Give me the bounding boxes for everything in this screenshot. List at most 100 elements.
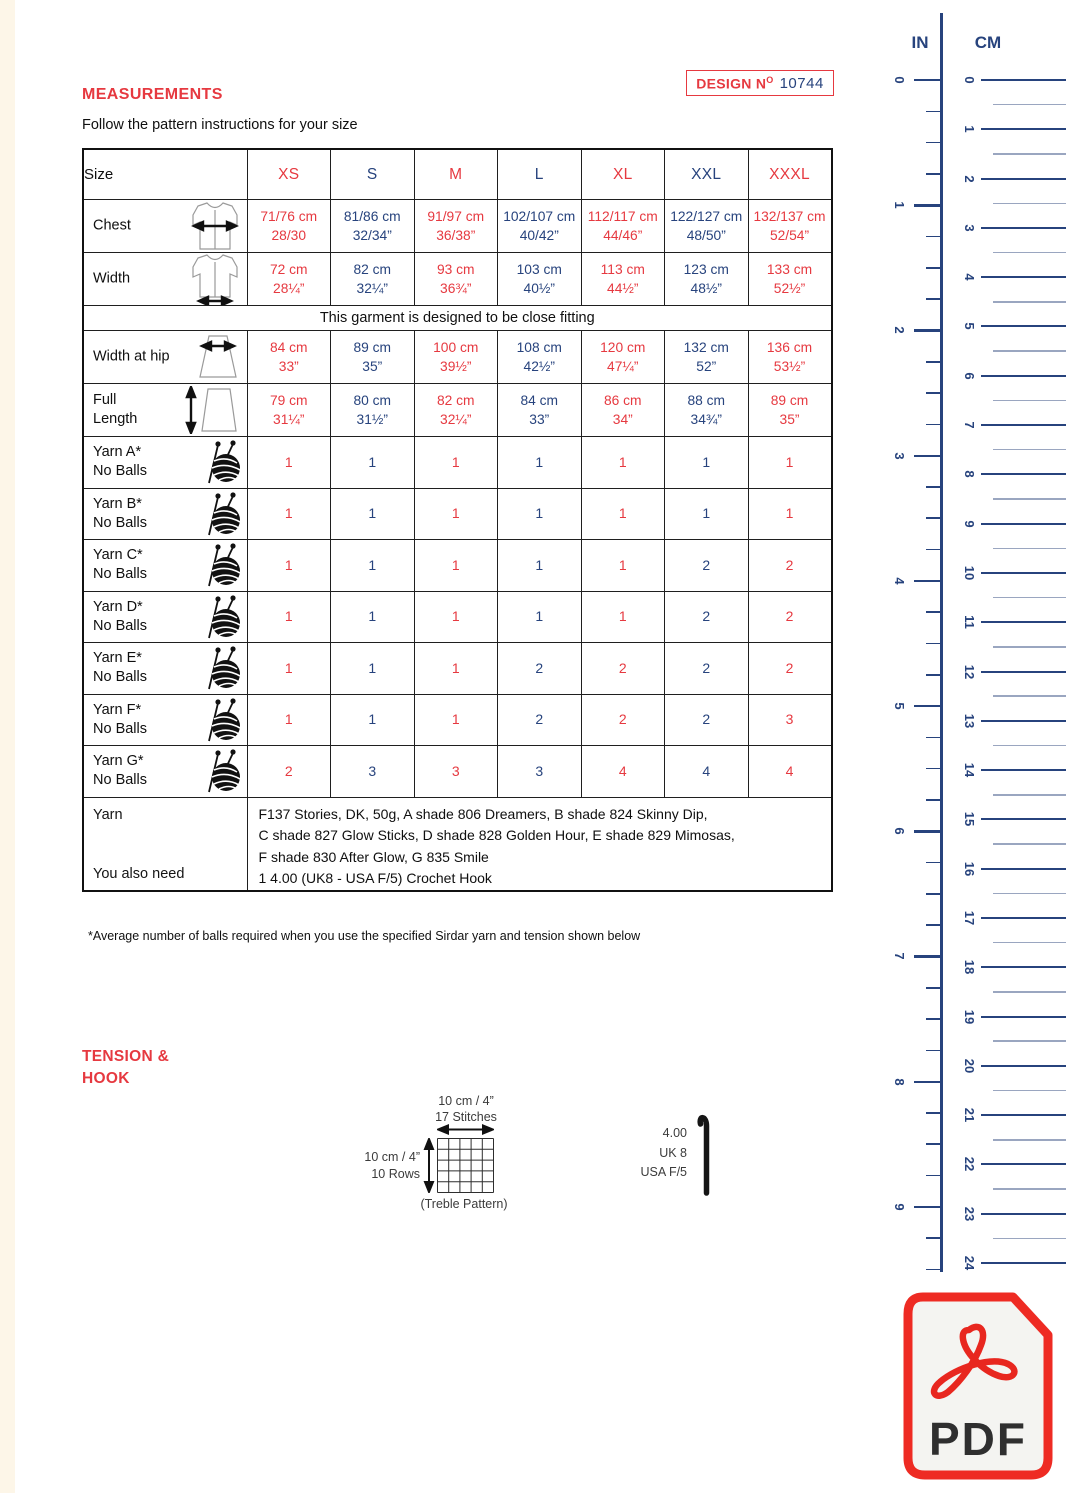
- row-label: Yarn D* No Balls: [93, 598, 147, 634]
- tension-caption: (Treble Pattern): [420, 1197, 508, 1211]
- also-need-text: 1 4.00 (UK8 - USA F/5) Crochet Hook: [258, 870, 492, 886]
- measurement-cell: 123 cm 48½”: [664, 252, 749, 306]
- cm-half-line: [993, 695, 1066, 697]
- measurement-cell: 88 cm 34¾”: [664, 383, 749, 437]
- tension-top-label-2: 17 Stitches: [435, 1110, 497, 1124]
- in-tick-label: 6: [892, 827, 907, 835]
- table-row: Yarn C* No Balls 1 1 1 1 1 2 2: [82, 539, 832, 592]
- cm-half-line: [993, 843, 1066, 845]
- in-major-tick: [914, 830, 941, 833]
- row-label-cell: Width at hip: [82, 330, 248, 384]
- measurement-cell: 1: [664, 436, 749, 489]
- yarn-info-row: Yarn You also need F137 Stories, DK, 50g, …: [82, 796, 832, 891]
- ball-count: 1: [368, 608, 377, 625]
- ball-count: 1: [618, 505, 627, 522]
- cm-half-line: [993, 744, 1066, 747]
- cm-line: [981, 1114, 1066, 1117]
- cm-line: [981, 1262, 1066, 1264]
- in-minor-tick: [926, 267, 941, 269]
- measurement-cell: 1: [747, 436, 832, 489]
- measurement-cell: 1: [246, 693, 331, 746]
- measurement-cell: 1: [580, 539, 665, 592]
- measurement-cell: 120 cm 47¼”: [580, 330, 665, 384]
- ball-count: 1: [451, 505, 460, 522]
- measurement-cell: 2: [747, 642, 832, 695]
- value-cm: 72 cm: [269, 262, 308, 277]
- cm-line: [981, 325, 1066, 328]
- ball-count: 2: [618, 711, 627, 728]
- tension-left-label-2: 10 Rows: [371, 1167, 420, 1181]
- measurement-cell: 136 cm 53½”: [747, 330, 832, 384]
- measurement-cell: 1: [330, 539, 415, 592]
- ball-count: 1: [284, 505, 293, 522]
- ball-count: 1: [702, 505, 711, 522]
- ball-count: 1: [368, 659, 377, 676]
- value-inches: 52½”: [773, 281, 806, 296]
- cm-line: [981, 177, 1066, 180]
- cm-tick-label: 13: [962, 713, 977, 729]
- ball-count: 1: [451, 659, 460, 676]
- value-inches: 47¼”: [607, 359, 639, 374]
- measurements-subtitle: Follow the pattern instructions for your…: [82, 117, 358, 133]
- cm-tick-label: 19: [962, 1009, 977, 1024]
- value-inches: 31¼”: [273, 412, 305, 427]
- vertical-arrow-icon: [422, 1136, 436, 1195]
- value-cm: 80 cm: [353, 393, 392, 408]
- measurement-cell: 3: [330, 745, 415, 798]
- ball-count: 2: [702, 556, 711, 573]
- size-column-header: XXL: [664, 148, 749, 200]
- size-column-header: M: [413, 148, 498, 200]
- ball-count: 2: [702, 711, 711, 728]
- cm-tick-label: 5: [962, 322, 977, 331]
- in-minor-tick: [926, 736, 941, 739]
- cm-line: [981, 719, 1066, 722]
- row-label-cell: Yarn F* No Balls: [82, 693, 248, 746]
- cm-line: [981, 571, 1066, 574]
- measurement-cell: 4: [747, 745, 832, 798]
- cm-tick-label: 4: [962, 273, 977, 281]
- in-major-tick: [914, 705, 941, 708]
- value-cm: 89 cm: [353, 340, 392, 355]
- value-inches: 40/42”: [519, 228, 559, 243]
- ball-count: 1: [368, 711, 377, 728]
- pdf-file-badge[interactable]: PDF: [903, 1292, 1053, 1480]
- cm-tick-label: 6: [962, 372, 977, 380]
- size-column-header: XS: [246, 148, 331, 200]
- ball-count: 1: [451, 711, 460, 728]
- cm-tick-label: 3: [962, 224, 977, 232]
- measurement-cell: 1: [580, 436, 665, 489]
- cm-line: [981, 867, 1066, 870]
- yarn-info-content-cell: F137 Stories, DK, 50g, A shade 806 Dream…: [246, 796, 832, 891]
- size-column-header: XL: [580, 148, 665, 200]
- ball-count: 1: [451, 453, 460, 470]
- ball-count: 1: [785, 505, 794, 522]
- table-row: Yarn F* No Balls 1 1 1 2 2 2 3: [82, 693, 832, 746]
- in-tick-label: 0: [892, 76, 907, 84]
- acrobat-swirl-icon: [930, 1323, 1018, 1399]
- design-number-label: DESIGN NO: [696, 74, 774, 92]
- ball-count: 4: [785, 762, 794, 779]
- in-minor-tick: [926, 1174, 941, 1177]
- measurement-cell: 86 cm 34”: [580, 383, 665, 437]
- measurement-cell: 2: [664, 539, 749, 592]
- garment-chest-icon: [186, 201, 244, 251]
- yarn-description-line: C shade 827 Glow Sticks, D shade 828 Gol…: [258, 827, 735, 843]
- in-minor-tick: [926, 861, 941, 864]
- in-major-tick: [914, 1080, 941, 1083]
- cm-line: [981, 128, 1066, 131]
- cm-line: [981, 1163, 1066, 1166]
- in-tick-label: 5: [892, 702, 907, 710]
- tension-title-line1: TENSION &: [82, 1048, 170, 1065]
- cm-tick-label: 23: [962, 1206, 977, 1221]
- measurement-cell: 1: [330, 693, 415, 746]
- row-label-cell: Yarn G* No Balls: [82, 745, 248, 798]
- cm-half-line: [993, 1040, 1066, 1042]
- ball-count: 1: [451, 556, 460, 573]
- measurement-cell: 84 cm 33”: [246, 330, 331, 384]
- measurement-cell: 84 cm 33”: [497, 383, 582, 437]
- cm-half-line: [993, 794, 1066, 796]
- measurement-cell: 1: [580, 590, 665, 643]
- measurement-cell: 113 cm 44½”: [580, 252, 665, 306]
- ball-count: 1: [368, 505, 377, 522]
- row-label-cell: Yarn E* No Balls: [82, 642, 248, 695]
